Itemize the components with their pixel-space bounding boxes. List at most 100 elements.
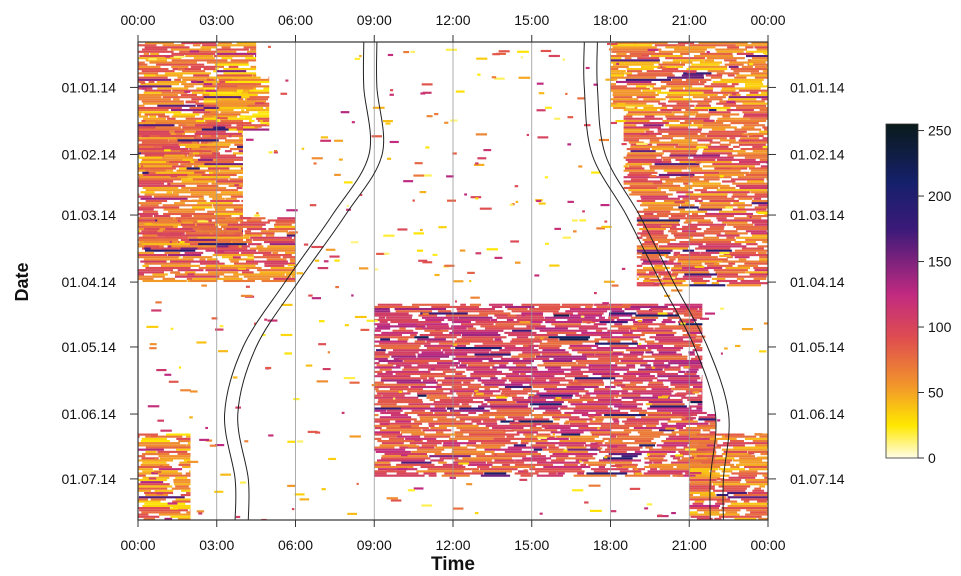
heat-cell: [539, 306, 581, 308]
heat-cell: [481, 442, 518, 444]
heat-cell: [140, 481, 163, 483]
heat-cell: [138, 475, 146, 477]
heat-cell: [675, 159, 715, 161]
heat-cell: [217, 53, 256, 55]
heat-cell: [295, 493, 305, 495]
heat-cell: [417, 414, 468, 416]
heat-cell: [230, 178, 244, 180]
heat-cell: [707, 265, 733, 267]
heat-cell: [540, 343, 583, 345]
heat-cell: [624, 124, 637, 126]
heat-cell: [611, 51, 655, 53]
heat-cell: [602, 302, 609, 304]
heat-cell: [207, 79, 214, 81]
heat-cell: [477, 74, 480, 76]
heat-cell: [663, 62, 681, 64]
heat-cell: [445, 377, 482, 379]
heat-cell: [657, 444, 688, 446]
heat-cell: [200, 228, 216, 230]
heat-cell: [423, 92, 432, 94]
heat-cell: [193, 74, 209, 76]
heat-cell: [659, 245, 690, 247]
heat-cell: [312, 297, 321, 299]
heat-cell: [374, 334, 402, 336]
y-tick-label-right: 01.02.14: [790, 146, 845, 162]
heat-cell: [637, 250, 673, 252]
heat-cell: [672, 431, 701, 433]
heat-cell: [197, 185, 219, 187]
heat-cell: [455, 459, 492, 461]
heat-cell: [546, 390, 588, 392]
heat-cell: [736, 107, 768, 109]
heat-cell: [652, 354, 682, 356]
heat-cell: [547, 332, 577, 334]
heat-cell: [713, 490, 745, 492]
heat-cell: [420, 229, 423, 231]
heat-cell: [225, 81, 269, 83]
heat-cell: [629, 165, 642, 167]
heat-cell: [658, 273, 678, 275]
heat-cell: [575, 395, 582, 397]
heat-cell: [220, 120, 243, 122]
heat-cell: [186, 436, 190, 438]
heat-cell: [157, 105, 195, 107]
heat-cell: [647, 454, 650, 456]
heat-cell: [698, 403, 703, 405]
heat-cell: [657, 379, 697, 381]
heat-cell: [189, 239, 216, 241]
heat-cell: [241, 200, 243, 202]
heat-cell: [412, 410, 425, 412]
heat-cell: [539, 203, 546, 205]
heat-cell: [579, 328, 608, 330]
heat-cell: [427, 347, 451, 349]
heat-cell: [679, 364, 703, 366]
heat-cell: [685, 448, 696, 450]
heat-cell: [438, 310, 451, 312]
heat-cell: [513, 362, 531, 364]
heat-cell: [396, 310, 433, 312]
heat-cell: [194, 137, 227, 139]
heat-cell: [761, 453, 769, 455]
heat-cell: [138, 185, 186, 187]
heat-cell: [375, 268, 378, 270]
heat-cell: [739, 470, 757, 472]
heat-cell: [737, 53, 754, 55]
heat-cell: [201, 157, 243, 159]
heat-cell: [617, 319, 635, 321]
heat-cell: [730, 466, 739, 468]
heat-cell: [708, 70, 725, 72]
heat-cell: [243, 90, 250, 92]
heat-cell: [151, 435, 157, 437]
heat-cell: [206, 265, 256, 267]
heat-cell: [403, 360, 452, 362]
heat-cell: [588, 464, 606, 466]
heat-cell: [712, 129, 726, 131]
heat-cell: [510, 422, 520, 424]
heat-cell: [647, 503, 652, 505]
heat-cell: [221, 57, 232, 59]
heat-cell: [417, 395, 426, 397]
heat-cell: [436, 431, 443, 433]
heat-cell: [374, 475, 424, 477]
heat-cell: [754, 198, 761, 200]
heat-cell: [707, 57, 745, 59]
heat-cell: [492, 427, 523, 429]
heat-cell: [171, 49, 211, 51]
heat-cell: [543, 466, 590, 468]
heat-cell: [657, 410, 702, 412]
heat-cell: [264, 319, 267, 321]
heat-cell: [745, 46, 753, 48]
heat-cell: [712, 278, 725, 280]
heat-cell: [397, 468, 407, 470]
heat-cell: [611, 72, 625, 74]
heat-cell: [146, 326, 158, 328]
heat-cell: [672, 79, 682, 81]
heat-cell: [423, 379, 436, 381]
heat-cell: [283, 256, 296, 258]
heat-cell: [734, 77, 746, 79]
heat-cell: [221, 83, 261, 85]
heat-cell: [475, 354, 511, 356]
heat-cell: [626, 79, 671, 81]
heat-cell: [141, 191, 155, 193]
heat-cell: [689, 444, 707, 446]
